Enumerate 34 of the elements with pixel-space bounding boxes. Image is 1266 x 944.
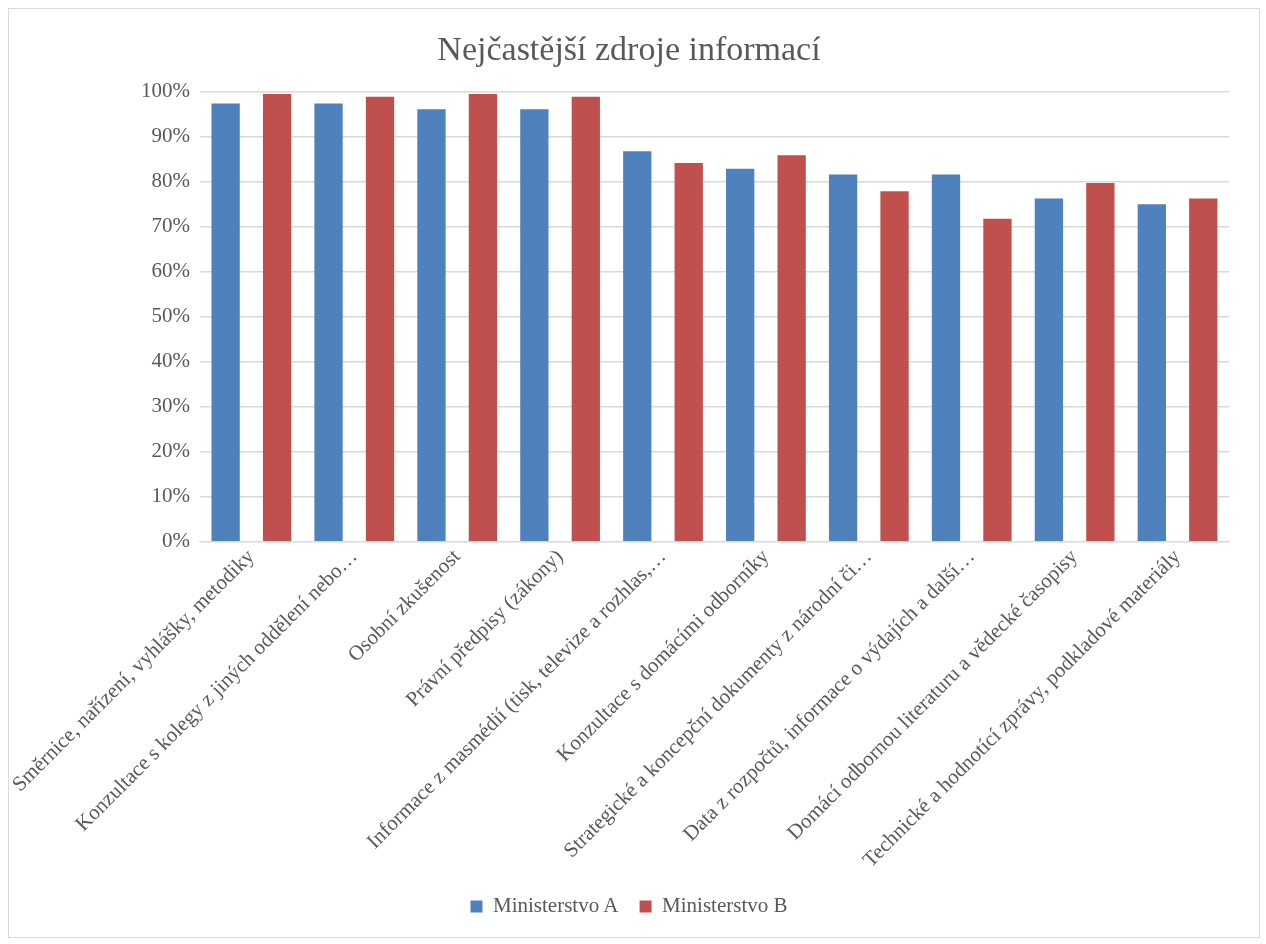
bar [365,96,395,541]
legend-label: Ministerstvo A [492,893,620,918]
y-tick-label: 80% [151,168,190,193]
y-tick-label: 60% [151,258,190,283]
bar [262,94,292,541]
y-tick-label: 100% [140,78,190,103]
bar [1034,198,1064,541]
bar [828,174,858,541]
bar [571,96,600,541]
bar [1137,204,1166,541]
y-tick-label: 20% [151,438,190,463]
y-tick-label: 40% [151,348,190,373]
chart-title: Nejčastější zdroje informací [437,30,822,68]
bar [1189,198,1218,541]
bar [520,109,549,541]
bar [417,109,446,541]
bar [777,155,806,541]
bar [674,162,703,541]
y-tick-label: 50% [151,303,190,328]
bar [468,94,498,541]
bar [1086,183,1115,541]
legend-label: Ministerstvo B [662,893,788,918]
y-tick-label: 90% [151,123,190,148]
y-tick-label: 70% [151,213,190,238]
bar [314,103,343,541]
y-tick-label: 30% [151,393,190,418]
bar [983,218,1012,541]
bar [880,191,909,541]
bar [623,151,652,541]
bar [211,103,240,541]
y-tick-label: 10% [151,483,190,508]
y-tick-label: 0% [161,528,190,553]
bar [931,174,961,541]
bar [726,168,755,541]
